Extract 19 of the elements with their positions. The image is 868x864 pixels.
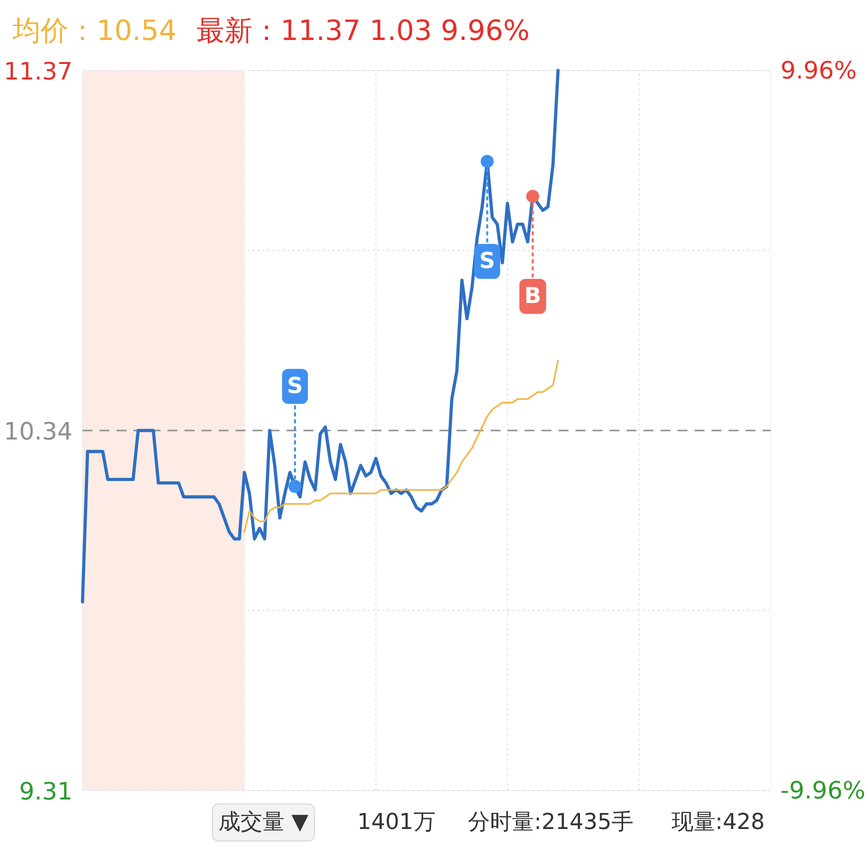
text: 成交量 ▼ [218, 810, 308, 835]
text: 1401万 [357, 810, 436, 835]
chart-title: 均价：10.54 [12, 14, 177, 47]
data-label: S [479, 248, 496, 274]
point [526, 190, 540, 203]
line-series [80, 68, 560, 604]
data-label: S [287, 374, 303, 399]
y2-tick-label: 9.96% [780, 56, 857, 84]
point [288, 480, 302, 493]
data-label: B [524, 284, 542, 309]
y2-tick-label: -9.96% [780, 776, 866, 804]
chart-subtitle: 最新：11.37 1.03 9.96% [196, 14, 530, 47]
ref-line-label: 10.34 [4, 418, 73, 446]
text: 现量:428 [671, 810, 765, 835]
y-tick-label: 9.31 [19, 778, 72, 806]
text: 分时量:21435手 [468, 810, 634, 835]
line-series [244, 360, 559, 533]
y-tick-label: 11.37 [4, 58, 73, 86]
point [480, 154, 494, 168]
